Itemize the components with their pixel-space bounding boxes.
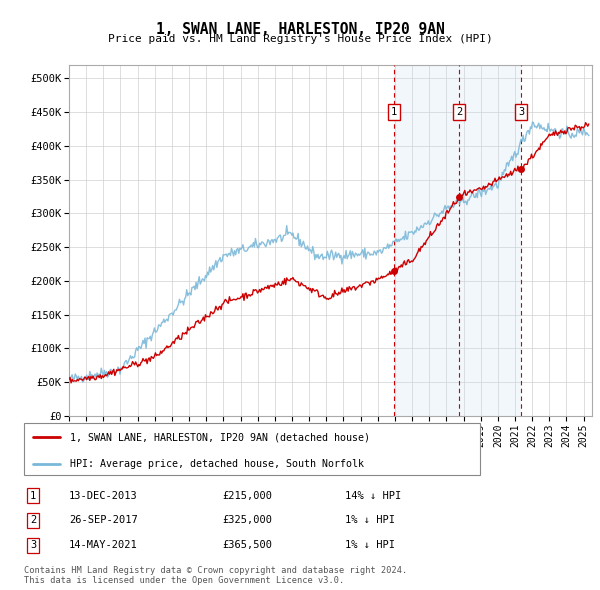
Text: 1% ↓ HPI: 1% ↓ HPI (345, 540, 395, 550)
Text: £215,000: £215,000 (222, 491, 272, 500)
Text: 1, SWAN LANE, HARLESTON, IP20 9AN (detached house): 1, SWAN LANE, HARLESTON, IP20 9AN (detac… (70, 432, 370, 442)
Text: HPI: Average price, detached house, South Norfolk: HPI: Average price, detached house, Sout… (70, 458, 364, 468)
Text: £325,000: £325,000 (222, 516, 272, 525)
Text: 3: 3 (518, 107, 524, 117)
Text: 1: 1 (391, 107, 397, 117)
Text: Contains HM Land Registry data © Crown copyright and database right 2024.
This d: Contains HM Land Registry data © Crown c… (24, 566, 407, 585)
Text: 14-MAY-2021: 14-MAY-2021 (69, 540, 138, 550)
Text: 26-SEP-2017: 26-SEP-2017 (69, 516, 138, 525)
FancyBboxPatch shape (24, 423, 480, 475)
Text: 1, SWAN LANE, HARLESTON, IP20 9AN: 1, SWAN LANE, HARLESTON, IP20 9AN (155, 22, 445, 37)
Text: 1: 1 (30, 491, 36, 500)
Text: 2: 2 (30, 516, 36, 525)
Text: 2: 2 (456, 107, 462, 117)
Text: 1% ↓ HPI: 1% ↓ HPI (345, 516, 395, 525)
Text: 3: 3 (30, 540, 36, 550)
Text: 13-DEC-2013: 13-DEC-2013 (69, 491, 138, 500)
Text: Price paid vs. HM Land Registry's House Price Index (HPI): Price paid vs. HM Land Registry's House … (107, 34, 493, 44)
Text: 14% ↓ HPI: 14% ↓ HPI (345, 491, 401, 500)
Bar (394, 65, 521, 416)
Text: £365,500: £365,500 (222, 540, 272, 550)
